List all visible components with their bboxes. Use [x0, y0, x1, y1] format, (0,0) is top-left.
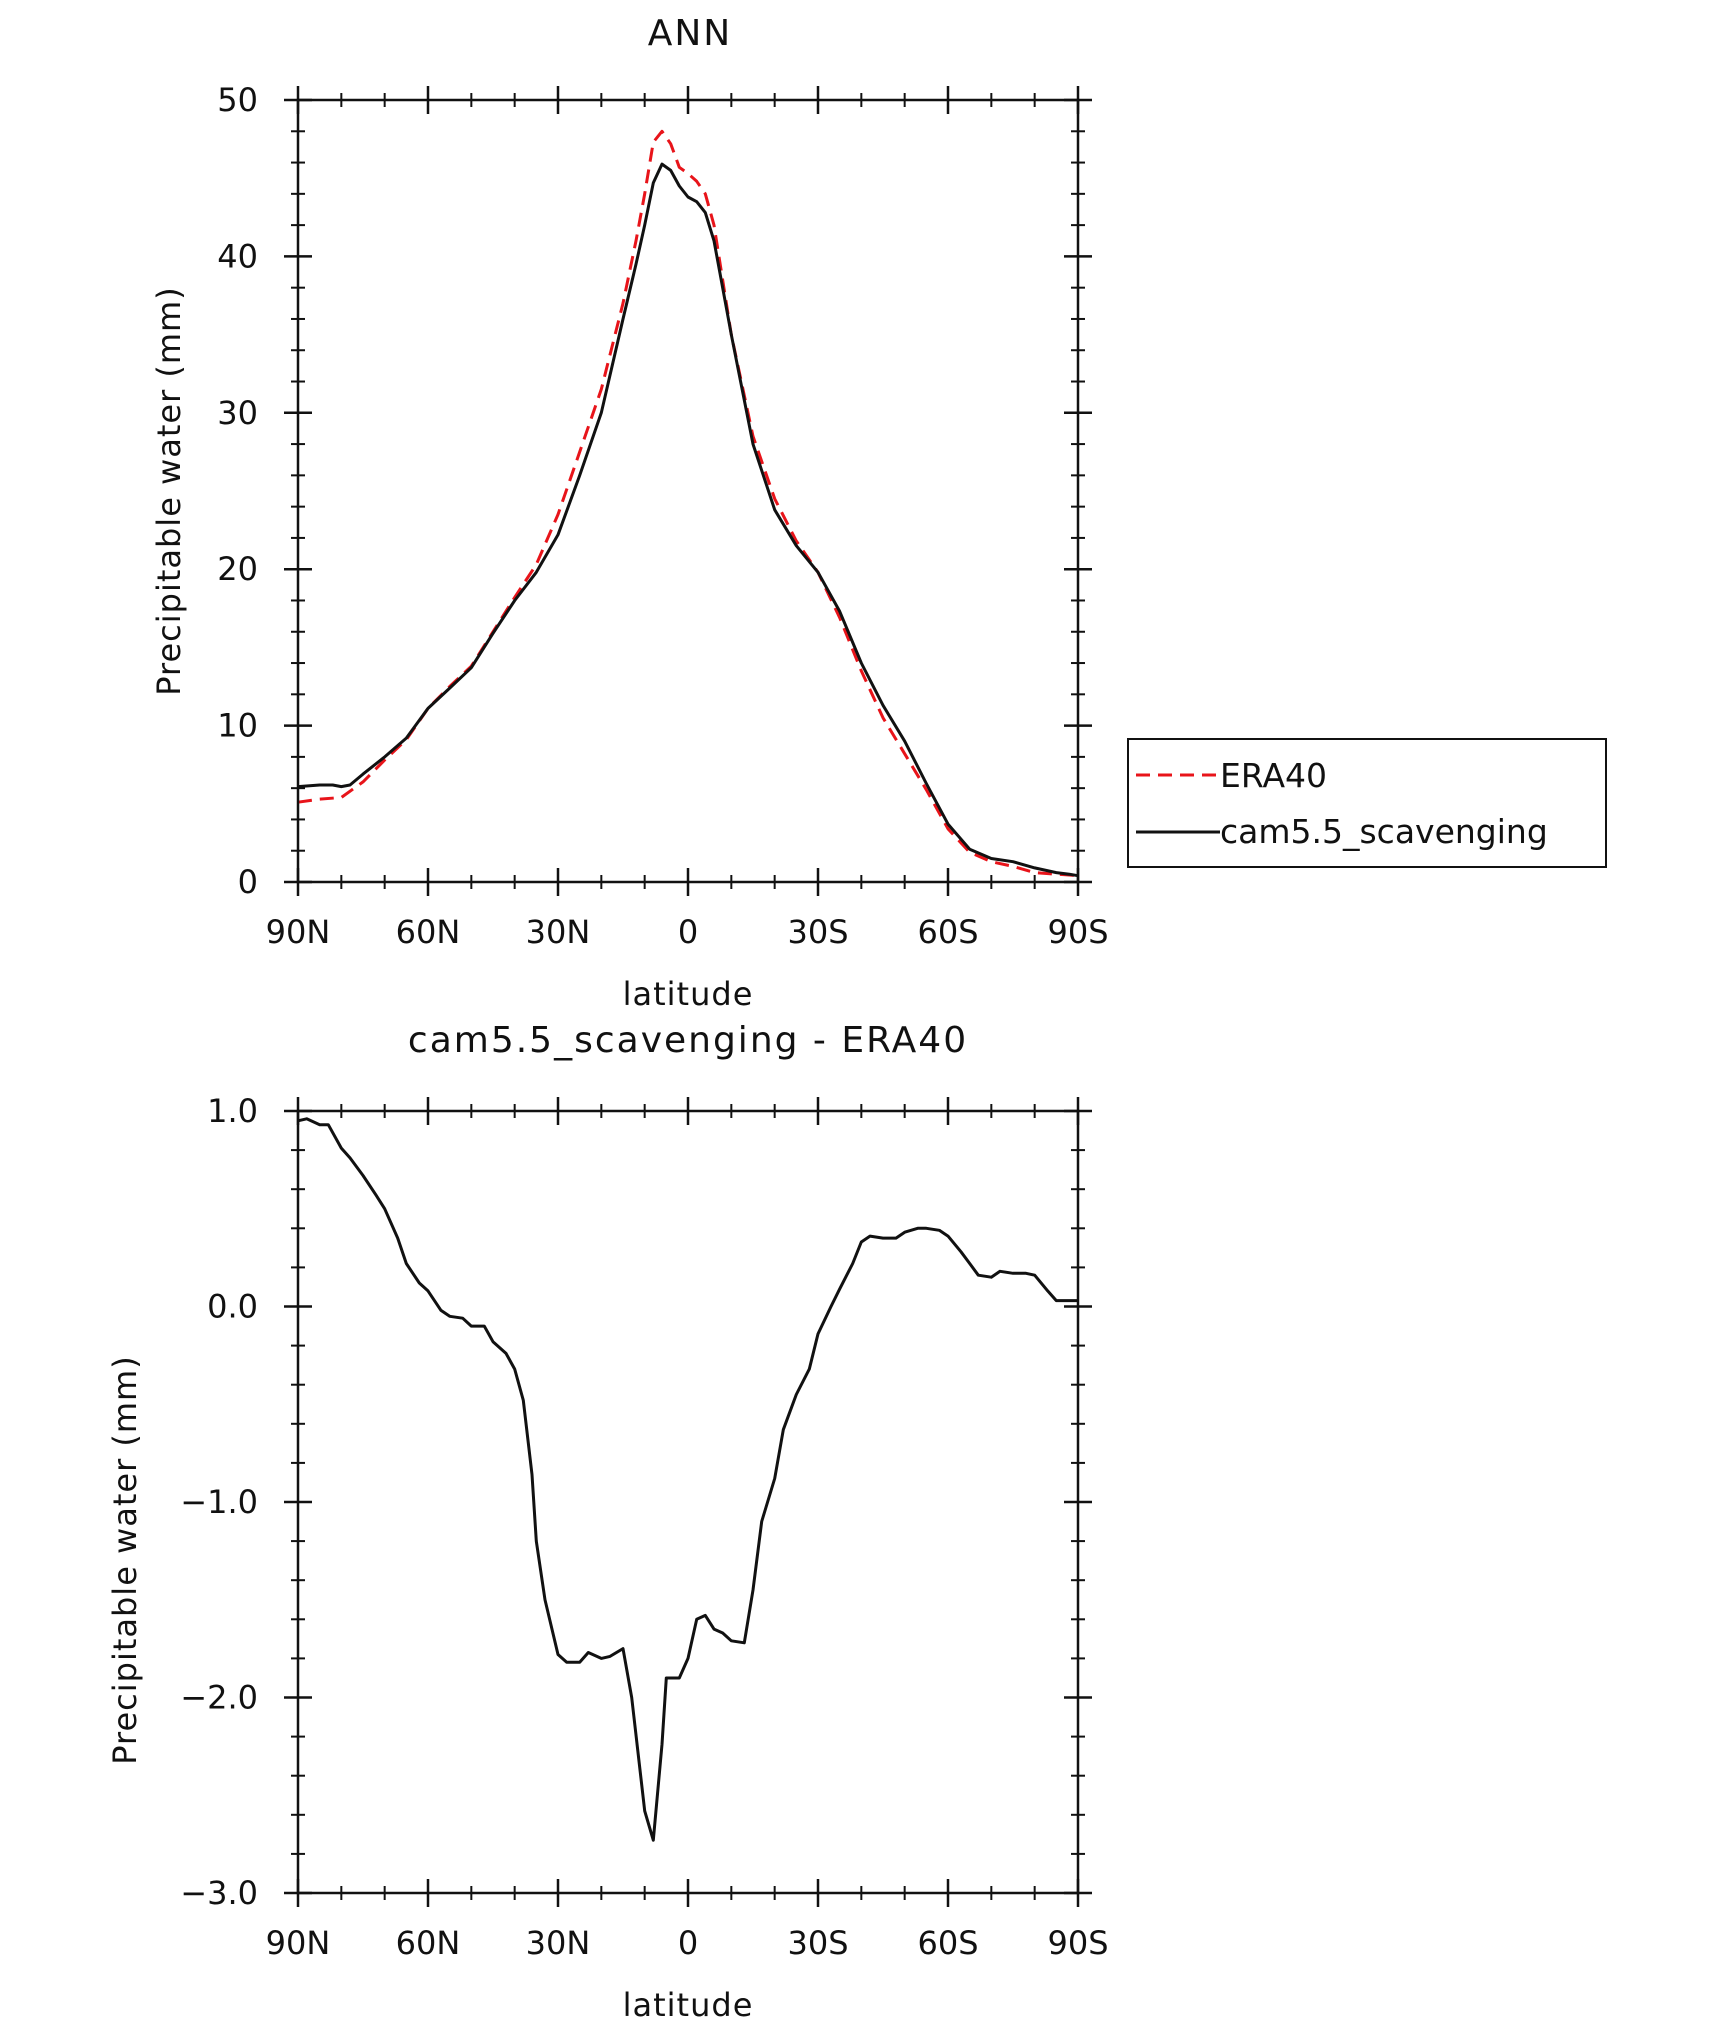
y-tick-label: 50 [217, 81, 258, 119]
legend-era40-label: ERA40 [1220, 756, 1327, 795]
x-tick-label: 90S [1047, 913, 1108, 951]
top-tick-labels: 90N 60N 30N 0 30S 60S 90S 0 10 20 30 40 50 [217, 81, 1108, 951]
series-line-era40 [297, 129, 1079, 878]
top-chart-title: ANN [648, 13, 733, 54]
series-line-difference [297, 1117, 1078, 1842]
bottom-panel: cam5.5_scavenging - ERA40 90N 60N 30N 0 30S 6… [106, 1020, 1109, 2021]
x-tick-label: 90S [1047, 1924, 1108, 1962]
y-tick-label: 0 [238, 863, 258, 901]
bottom-x-axis-label: latitude [623, 1986, 754, 2021]
bottom-tick-marks [284, 1097, 1092, 1907]
y-tick-label: 40 [217, 237, 258, 275]
y-tick-label: −3.0 [180, 1874, 258, 1912]
x-tick-label: 30N [526, 1924, 591, 1962]
y-tick-label: 1.0 [207, 1092, 258, 1130]
x-tick-label: 0 [678, 1924, 698, 1962]
bottom-tick-labels: 90N 60N 30N 0 30S 60S 90S −3.0 −2.0 −1.0 0.0 1.0 [180, 1092, 1108, 1962]
legend: ERA40 cam5.5_scavenging [1127, 738, 1607, 868]
x-tick-label: 60N [396, 1924, 461, 1962]
bottom-plot-lines [297, 1117, 1078, 1842]
y-tick-label: −2.0 [180, 1679, 258, 1717]
top-x-axis-label: latitude [623, 975, 754, 1013]
x-tick-label: 0 [678, 913, 698, 951]
y-tick-label: 30 [217, 394, 258, 432]
bottom-plot-frame [296, 1109, 1080, 1895]
y-tick-label: 0.0 [207, 1288, 258, 1326]
y-tick-label: −1.0 [180, 1483, 258, 1521]
series-line-cam5-5-scavenging [297, 162, 1079, 878]
top-plot-lines [297, 129, 1079, 878]
bottom-y-axis-label: Precipitable water (mm) [106, 1355, 144, 1764]
x-tick-label: 90N [266, 1924, 331, 1962]
x-tick-label: 60S [917, 913, 978, 951]
bottom-chart-title: cam5.5_scavenging - ERA40 [408, 1020, 968, 1061]
x-tick-label: 90N [266, 913, 331, 951]
legend-model-label: cam5.5_scavenging [1220, 812, 1548, 851]
top-y-axis-label: Precipitable water (mm) [150, 286, 188, 695]
y-tick-label: 10 [217, 707, 258, 745]
y-tick-label: 20 [217, 550, 258, 588]
x-tick-label: 60S [917, 1924, 978, 1962]
x-tick-label: 30S [787, 913, 848, 951]
x-tick-label: 60N [396, 913, 461, 951]
x-tick-label: 30N [526, 913, 591, 951]
top-tick-marks [284, 86, 1092, 896]
top-plot-frame [296, 98, 1080, 884]
top-panel: ANN 90N 60N 30N 0 30S 60S 90S 0 10 20 30 40 50 latit… [150, 13, 1109, 1013]
x-tick-label: 30S [787, 1924, 848, 1962]
legend-box [1127, 738, 1607, 868]
